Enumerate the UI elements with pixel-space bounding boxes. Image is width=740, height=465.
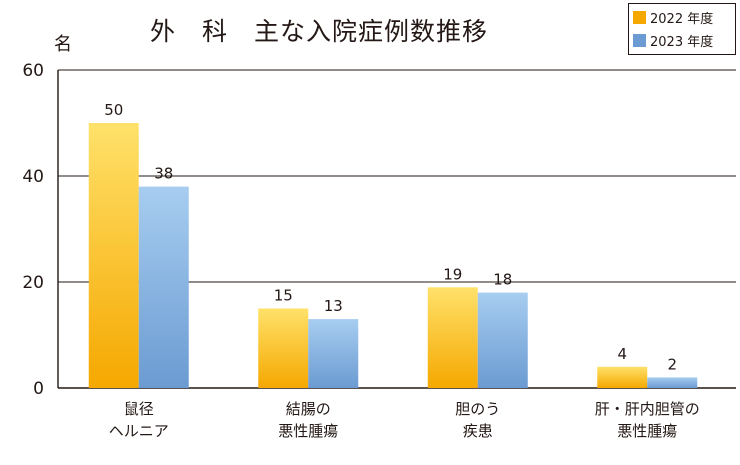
category-label: 胆のう疾患 <box>455 400 500 440</box>
bars <box>88 123 698 388</box>
legend-label-2022: 2022 年度 <box>650 11 714 27</box>
data-label: 50 <box>104 101 123 119</box>
legend: 2022 年度 2023 年度 <box>628 3 736 55</box>
bar-2023 <box>308 319 359 388</box>
labels: 0 20 40 60 50 38 鼠径ヘルニア 15 13 結腸の悪性腫瘍 19 18 胆のう疾患 4 2 肝… <box>22 61 699 440</box>
category-label: 肝・肝内胆管の悪性腫瘍 <box>595 400 700 440</box>
bar-2023 <box>477 292 528 388</box>
data-label: 19 <box>443 265 462 283</box>
y-axis-unit: 名 <box>54 34 72 55</box>
y-tick-label: 60 <box>22 61 44 81</box>
legend-item-2022: 2022 年度 <box>633 6 735 28</box>
bar-2022 <box>258 308 309 388</box>
y-tick-label: 0 <box>33 379 44 399</box>
legend-item-2023: 2023 年度 <box>633 29 735 51</box>
bar-2023 <box>647 377 698 388</box>
data-label: 15 <box>274 287 293 305</box>
bar-2022 <box>88 123 139 388</box>
bar-2022 <box>427 287 478 388</box>
data-label: 38 <box>154 165 173 183</box>
legend-swatch-2023 <box>633 33 646 47</box>
bar-2023 <box>138 186 189 388</box>
data-label: 4 <box>617 345 627 363</box>
data-label: 18 <box>493 271 512 289</box>
legend-label-2023: 2023 年度 <box>650 34 714 50</box>
category-label: 鼠径ヘルニア <box>109 400 169 440</box>
bar-2022 <box>597 366 648 388</box>
y-tick-label: 40 <box>22 167 44 187</box>
data-label: 13 <box>324 297 343 315</box>
data-label: 2 <box>667 355 677 373</box>
legend-swatch-2022 <box>633 10 646 24</box>
chart-title: 外 科 主な入院症例数推移 <box>150 17 489 46</box>
y-tick-label: 20 <box>22 273 44 293</box>
category-label: 結腸の悪性腫瘍 <box>278 400 338 440</box>
